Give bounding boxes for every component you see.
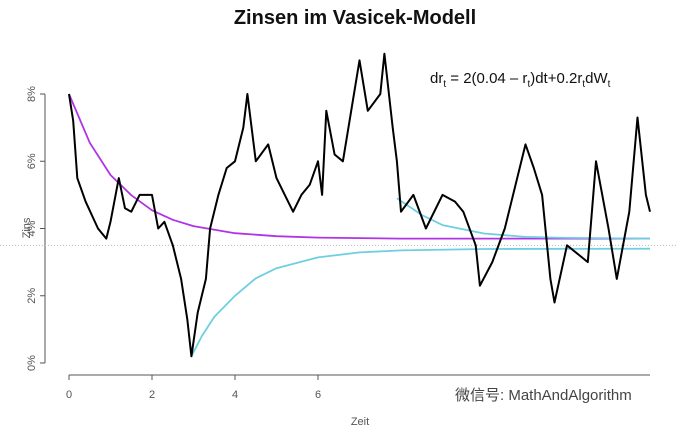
y-tick-label: 6% [26, 153, 38, 169]
series-line [396, 197, 651, 240]
x-tick-label: 4 [232, 389, 238, 401]
x-tick-label: 2 [149, 389, 155, 401]
y-tick-label: 4% [26, 220, 38, 236]
equation-part: dr [430, 70, 443, 87]
equation-part: )dt+0.2r [530, 70, 582, 87]
equation: drt = 2(0.04 – rt)dt+0.2rtdWt [430, 70, 611, 90]
y-tick-label: 2% [26, 288, 38, 304]
series-line [190, 247, 651, 357]
equation-part: = 2(0.04 – r [446, 70, 527, 87]
x-tick-label: 0 [66, 389, 72, 401]
y-axis-label: Zins [21, 217, 33, 238]
equation-part: dW [585, 70, 608, 87]
y-tick-label: 0% [26, 355, 38, 371]
chart-title: Zinsen im Vasicek-Modell [234, 7, 476, 29]
equation-subscript: t [443, 79, 446, 90]
watermark: 微信号: MathAndAlgorithm [455, 387, 632, 404]
series-line [68, 93, 650, 240]
y-tick-label: 8% [26, 86, 38, 102]
x-tick-label: 6 [315, 389, 321, 401]
x-axis-label: Zeit [351, 416, 369, 428]
series-line [68, 52, 651, 358]
equation-subscript: t [527, 79, 530, 90]
equation-subscript: t [608, 79, 611, 90]
equation-subscript: t [582, 79, 585, 90]
